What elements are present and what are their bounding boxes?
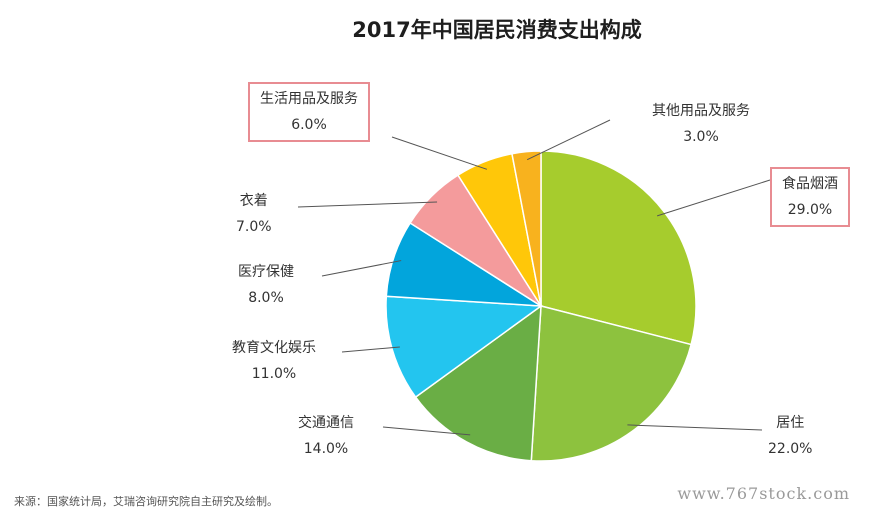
slice-label-transport: 交通通信 14.0%: [298, 415, 354, 457]
source-note: 来源：国家统计局，艾瑞咨询研究院自主研究及绘制。: [14, 495, 278, 508]
pie-slice-2: [414, 304, 542, 462]
chart-title: 2017年中国居民消费支出构成: [352, 18, 642, 42]
slice-label-housing: 居住 22.0%: [768, 415, 813, 457]
pie-slice-3: [385, 295, 544, 399]
leader-line-4: [321, 260, 402, 277]
leader-line-7: [526, 119, 611, 161]
leader-line-6: [391, 136, 488, 170]
slice-label-clothing: 衣着 7.0%: [236, 193, 272, 235]
pie-slice-7: [511, 150, 542, 307]
slice-label-household: 生活用品及服务 6.0%: [248, 82, 370, 142]
watermark: www.767stock.com: [677, 484, 850, 503]
leader-line-1: [627, 424, 763, 431]
slice-label-education: 教育文化娱乐 11.0%: [232, 340, 316, 382]
leader-line-3: [341, 346, 400, 353]
leader-line-0: [656, 179, 771, 217]
leader-line-5: [297, 201, 438, 208]
slice-label-medical: 医疗保健 8.0%: [238, 264, 294, 306]
leader-line-2: [382, 426, 471, 436]
pie-slice-1: [530, 305, 693, 462]
slice-label-food: 食品烟酒 29.0%: [770, 167, 850, 227]
slice-label-other: 其他用品及服务 3.0%: [652, 103, 750, 145]
pie-slice-0: [540, 150, 697, 346]
